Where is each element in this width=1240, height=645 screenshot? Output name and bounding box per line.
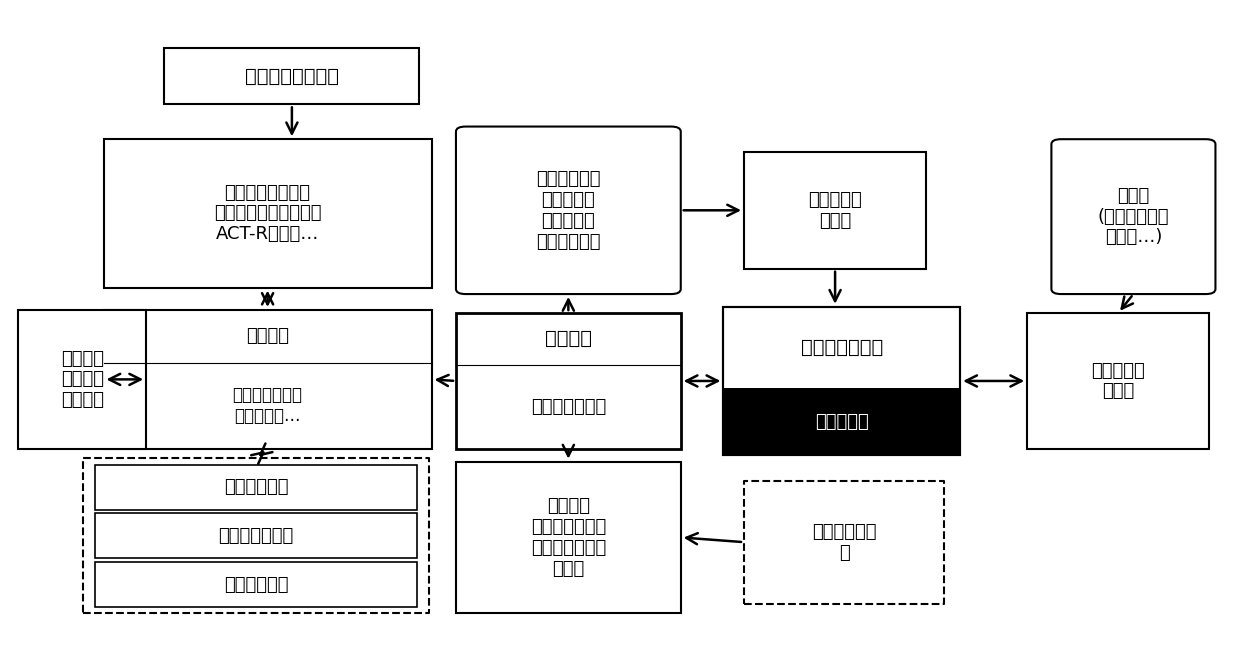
- Text: 建模工具: 建模工具: [544, 330, 591, 348]
- Text: 人机功能分
配模型: 人机功能分 配模型: [1091, 362, 1145, 401]
- Bar: [744, 152, 926, 269]
- Bar: [103, 139, 432, 288]
- FancyBboxPatch shape: [456, 126, 681, 294]
- Text: 迁移实例
（工作位置、智
能体定义、路径
规划）: 迁移实例 （工作位置、智 能体定义、路径 规划）: [531, 497, 606, 578]
- Bar: [95, 513, 417, 559]
- Text: （迁移工作流）: （迁移工作流）: [531, 398, 606, 416]
- Text: 人机任务调
度模型: 人机任务调 度模型: [808, 191, 862, 230]
- Bar: [723, 307, 960, 455]
- Bar: [103, 310, 432, 449]
- Text: 典型机型
（民机、
军机等）: 典型机型 （民机、 军机等）: [61, 350, 104, 409]
- Bar: [456, 462, 681, 613]
- Bar: [1027, 313, 1209, 449]
- Bar: [723, 307, 960, 455]
- Text: 非正常飞行状态: 非正常飞行状态: [218, 527, 294, 545]
- Text: 应急飞行状态: 应急飞行状态: [223, 478, 288, 496]
- Text: 自适应调度算
法: 自适应调度算 法: [812, 522, 877, 562]
- Bar: [723, 388, 960, 455]
- Bar: [456, 313, 681, 449]
- Bar: [19, 310, 146, 449]
- Text: 驾驶舱人机一体: 驾驶舱人机一体: [801, 338, 883, 357]
- Text: 迁移工作流管
理系统（引
擎、实例、
位置、任务）: 迁移工作流管 理系统（引 擎、实例、 位置、任务）: [536, 170, 600, 250]
- Text: 化建模规范: 化建模规范: [815, 413, 869, 431]
- Text: 人机信息处理机制: 人机信息处理机制: [244, 66, 339, 86]
- Text: 知识库
(面向对象、一
阶谓词…): 知识库 (面向对象、一 阶谓词…): [1097, 187, 1169, 246]
- Text: 正常飞行状态: 正常飞行状态: [223, 575, 288, 593]
- FancyBboxPatch shape: [1052, 139, 1215, 294]
- Bar: [95, 562, 417, 607]
- Bar: [164, 48, 419, 104]
- Bar: [95, 464, 417, 510]
- Text: 滑跑、起飞、爬
升、巡航、…: 滑跑、起飞、爬 升、巡航、…: [233, 386, 303, 425]
- Text: 飞行员认知过程、
操作状态、绩效水平、
ACT-R模型、…: 飞行员认知过程、 操作状态、绩效水平、 ACT-R模型、…: [213, 184, 321, 243]
- Text: 飞行阶段: 飞行阶段: [246, 327, 289, 345]
